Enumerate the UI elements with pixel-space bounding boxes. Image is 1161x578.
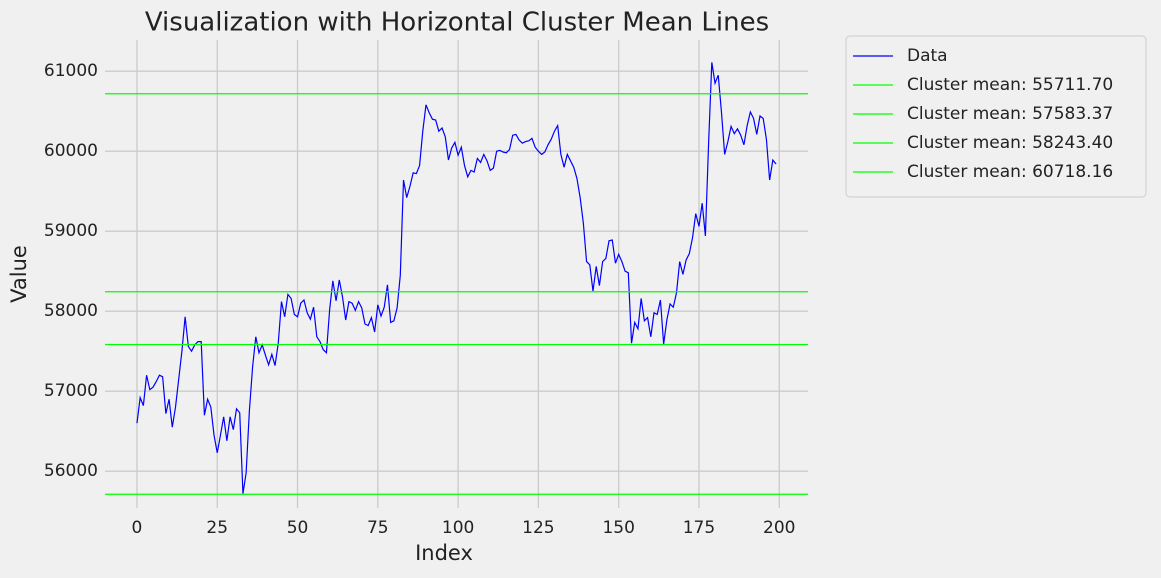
y-axis-label: Value [7, 245, 31, 303]
legend-label: Cluster mean: 60718.16 [907, 162, 1113, 182]
y-tick-label: 56000 [44, 461, 98, 481]
y-tick-label: 61000 [44, 61, 98, 81]
chart-title: Visualization with Horizontal Cluster Me… [145, 8, 769, 38]
x-tick-label: 50 [287, 518, 309, 538]
x-tick-label: 100 [442, 518, 474, 538]
x-tick-label: 125 [522, 518, 554, 538]
legend-label: Cluster mean: 58243.40 [907, 133, 1113, 153]
y-tick-label: 58000 [44, 301, 98, 321]
y-tick-label: 59000 [44, 221, 98, 241]
legend-label: Cluster mean: 57583.37 [907, 104, 1113, 124]
data-line [136, 62, 777, 494]
x-axis-label: Index [415, 541, 473, 565]
x-tick-label: 175 [683, 518, 715, 538]
x-tick-label: 150 [602, 518, 634, 538]
x-tick-label: 25 [206, 518, 228, 538]
x-tick-label: 0 [132, 518, 143, 538]
legend-label: Data [907, 46, 948, 66]
legend: Data Cluster mean: 55711.70 Cluster mean: … [845, 35, 1147, 198]
y-tick-label: 60000 [44, 141, 98, 161]
x-tick-label: 200 [763, 518, 795, 538]
y-tick-label: 57000 [44, 381, 98, 401]
legend-label: Cluster mean: 55711.70 [907, 75, 1113, 95]
legend-box [845, 35, 1147, 198]
x-tick-label: 75 [367, 518, 389, 538]
